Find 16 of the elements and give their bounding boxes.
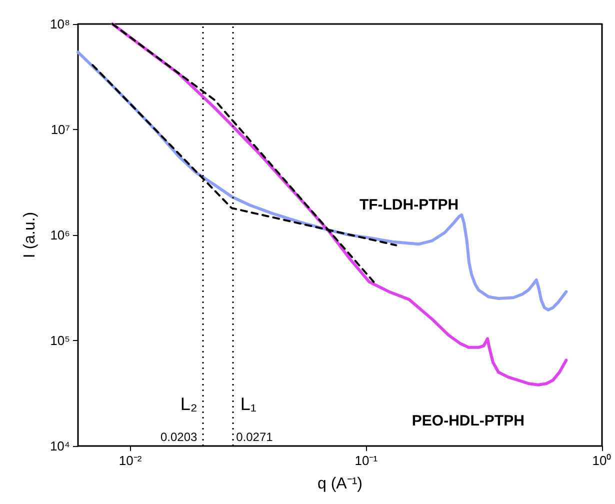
ref-line-label: L₂ xyxy=(180,394,198,414)
x-tick-label: 10⁻² xyxy=(118,453,142,468)
y-tick-label: 10⁷ xyxy=(50,122,70,137)
y-tick-label: 10⁸ xyxy=(50,16,70,32)
series-label: TF-LDH-PTPH xyxy=(359,196,459,214)
y-tick-label: 10⁶ xyxy=(50,228,70,242)
y-tick-label: 10⁵ xyxy=(50,333,70,348)
annotation: 0.0203 xyxy=(160,430,198,444)
y-tick-label: 10⁴ xyxy=(50,438,70,454)
series-label: PEO-HDL-PTPH xyxy=(412,412,524,430)
x-tick-label: 10⁻¹ xyxy=(354,453,378,468)
x-axis-title: q (A⁻¹) xyxy=(318,476,362,492)
y-axis-title: I (a.u.) xyxy=(22,212,38,258)
annotation: 0.0271 xyxy=(236,430,274,444)
ref-line-label: L₁ xyxy=(240,394,256,414)
x-tick-label: 10⁰ xyxy=(592,453,612,468)
